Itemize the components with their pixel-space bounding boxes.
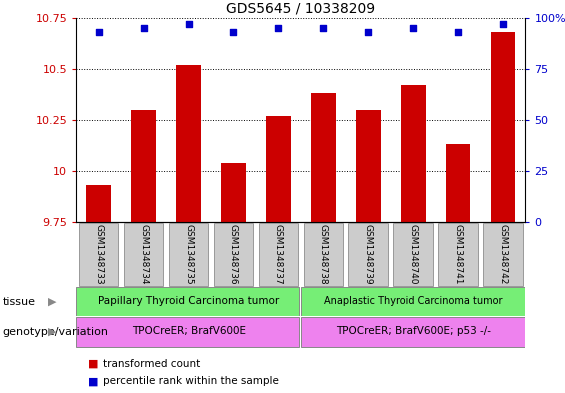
Bar [303,223,343,286]
Bar [393,223,433,286]
Point [229,29,238,35]
Bar [301,287,525,316]
Text: GSM1348734: GSM1348734 [139,224,148,285]
Text: ■: ■ [88,376,98,386]
Text: transformed count: transformed count [103,358,201,369]
Text: GSM1348739: GSM1348739 [364,224,373,285]
Text: GSM1348741: GSM1348741 [454,224,463,285]
Text: Papillary Thyroid Carcinoma tumor: Papillary Thyroid Carcinoma tumor [98,296,279,306]
Point [319,25,328,31]
Text: TPOCreER; BrafV600E; p53 -/-: TPOCreER; BrafV600E; p53 -/- [336,327,490,336]
Bar [86,185,111,222]
Text: GSM1348736: GSM1348736 [229,224,238,285]
Bar [311,93,336,222]
Bar [266,116,291,222]
Text: GSM1348735: GSM1348735 [184,224,193,285]
Bar [124,223,163,286]
Text: GSM1348733: GSM1348733 [94,224,103,285]
Bar [356,110,381,222]
Bar [349,223,388,286]
Title: GDS5645 / 10338209: GDS5645 / 10338209 [227,1,375,15]
Text: GSM1348737: GSM1348737 [274,224,283,285]
Text: tissue: tissue [3,297,36,307]
Text: GSM1348740: GSM1348740 [408,224,418,285]
Bar [79,223,119,286]
Bar [131,110,156,222]
Point [274,25,283,31]
Point [408,25,418,31]
Text: ■: ■ [88,358,98,369]
Point [498,21,507,27]
Text: GSM1348742: GSM1348742 [498,224,507,285]
Bar [401,85,425,222]
Bar [490,32,515,222]
Point [184,21,193,27]
Text: genotype/variation: genotype/variation [3,327,109,337]
Bar [259,223,298,286]
Point [139,25,148,31]
Bar [76,317,299,347]
Bar [446,144,471,222]
Bar [301,317,525,347]
Point [454,29,463,35]
Bar [169,223,208,286]
Bar [176,65,201,222]
Bar [483,223,523,286]
Bar [76,287,299,316]
Text: ▶: ▶ [47,327,56,337]
Point [364,29,373,35]
Text: percentile rank within the sample: percentile rank within the sample [103,376,279,386]
Text: Anaplastic Thyroid Carcinoma tumor: Anaplastic Thyroid Carcinoma tumor [324,296,502,306]
Point [94,29,103,35]
Bar [438,223,478,286]
Bar [221,163,246,222]
Text: TPOCreER; BrafV600E: TPOCreER; BrafV600E [132,327,246,336]
Text: ▶: ▶ [47,297,56,307]
Bar [214,223,253,286]
Text: GSM1348738: GSM1348738 [319,224,328,285]
